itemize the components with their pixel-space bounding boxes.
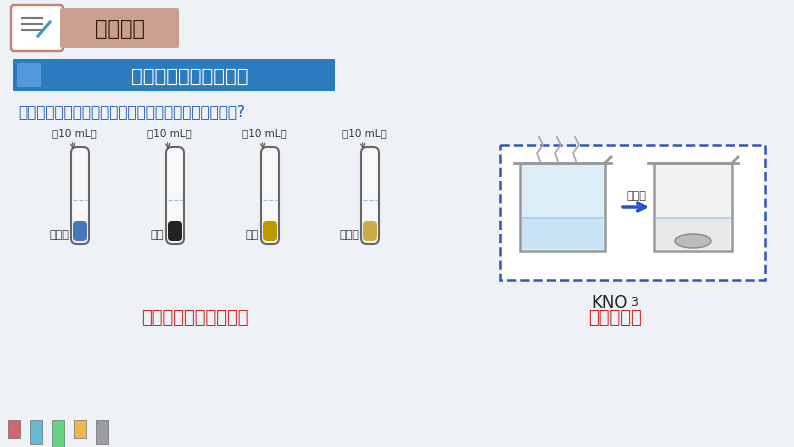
Text: 硫酸铜: 硫酸铜 [49,230,69,240]
Bar [8,420,20,438]
Bar [654,163,732,251]
Text: 【回忆】物质在水中的溶解能力（溶解性）与什么有关?: 【回忆】物质在水中的溶解能力（溶解性）与什么有关? [18,105,245,119]
Text: 酒精: 酒精 [151,230,164,240]
Bar [30,420,42,444]
Bar [522,218,603,249]
Text: 一、固体物质的溶解度: 一、固体物质的溶解度 [131,67,249,85]
Bar [96,420,108,444]
FancyBboxPatch shape [60,8,179,48]
FancyBboxPatch shape [263,221,277,241]
Text: 泥沙: 泥沙 [246,230,259,240]
Text: 加10 mL水: 加10 mL水 [242,128,287,138]
FancyBboxPatch shape [166,147,184,244]
FancyBboxPatch shape [11,5,63,51]
Text: 食用油: 食用油 [339,230,359,240]
FancyBboxPatch shape [361,147,379,244]
FancyBboxPatch shape [13,59,335,91]
FancyBboxPatch shape [168,221,182,241]
Ellipse shape [675,234,711,248]
FancyBboxPatch shape [363,221,377,241]
Text: 加10 mL水: 加10 mL水 [147,128,191,138]
Text: 加10 mL水: 加10 mL水 [52,128,97,138]
Text: 新知学习: 新知学习 [95,19,145,39]
Bar [500,145,765,280]
Text: 与溶质本身的性质有关: 与溶质本身的性质有关 [141,309,249,327]
Text: KNO: KNO [592,294,628,312]
Bar [520,163,605,251]
Text: 3: 3 [630,296,638,309]
Bar [74,420,86,438]
FancyBboxPatch shape [71,147,89,244]
FancyBboxPatch shape [73,221,87,241]
Text: 冷却后: 冷却后 [626,191,646,201]
Bar [656,218,730,249]
FancyBboxPatch shape [261,147,279,244]
Bar [52,420,64,447]
Text: 加10 mL水: 加10 mL水 [342,128,387,138]
Text: 与温度有关: 与温度有关 [588,309,642,327]
FancyBboxPatch shape [17,63,41,87]
